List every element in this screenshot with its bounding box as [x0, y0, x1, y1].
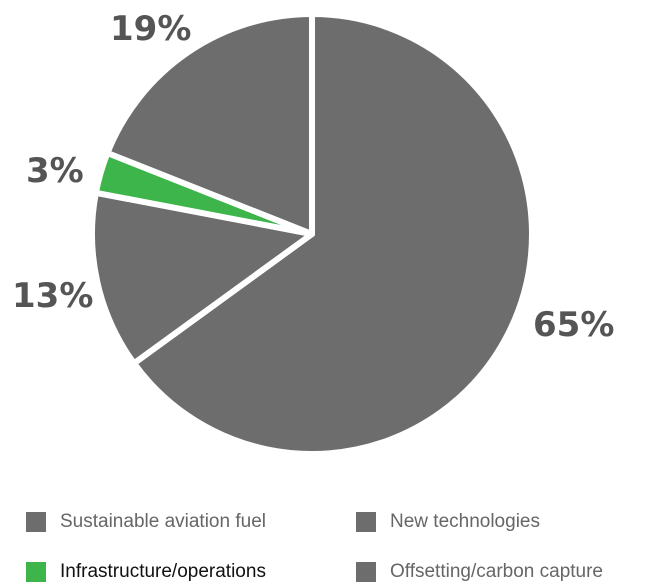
pie-slices [89, 11, 535, 457]
legend-item-sustainable-fuel[interactable]: Sustainable aviation fuel [26, 510, 266, 534]
slice-label-new-technologies: 65% [533, 305, 614, 345]
legend-swatch [356, 562, 376, 582]
slice-label-offsetting: 13% [12, 276, 93, 316]
legend-item-new-technologies[interactable]: New technologies [356, 510, 540, 534]
legend-label: Infrastructure/operations [60, 561, 266, 582]
slice-offsetting [89, 189, 315, 367]
pie-labels: 65% 13% 3% 19% [12, 9, 614, 345]
legend-swatch [26, 512, 46, 532]
slice-sustainable-fuel [104, 11, 315, 237]
legend-label: Offsetting/carbon capture [390, 561, 603, 582]
slice-label-sustainable-fuel: 19% [110, 9, 191, 49]
slice-new-technologies [131, 11, 535, 457]
legend-label: New technologies [390, 511, 540, 532]
legend-swatch [26, 562, 46, 582]
legend-item-infrastructure[interactable]: Infrastructure/operations [26, 560, 266, 584]
slice-label-infrastructure: 3% [26, 151, 84, 191]
legend-item-offsetting[interactable]: Offsetting/carbon capture [356, 560, 603, 584]
legend-swatch [356, 512, 376, 532]
legend-label: Sustainable aviation fuel [60, 511, 266, 532]
